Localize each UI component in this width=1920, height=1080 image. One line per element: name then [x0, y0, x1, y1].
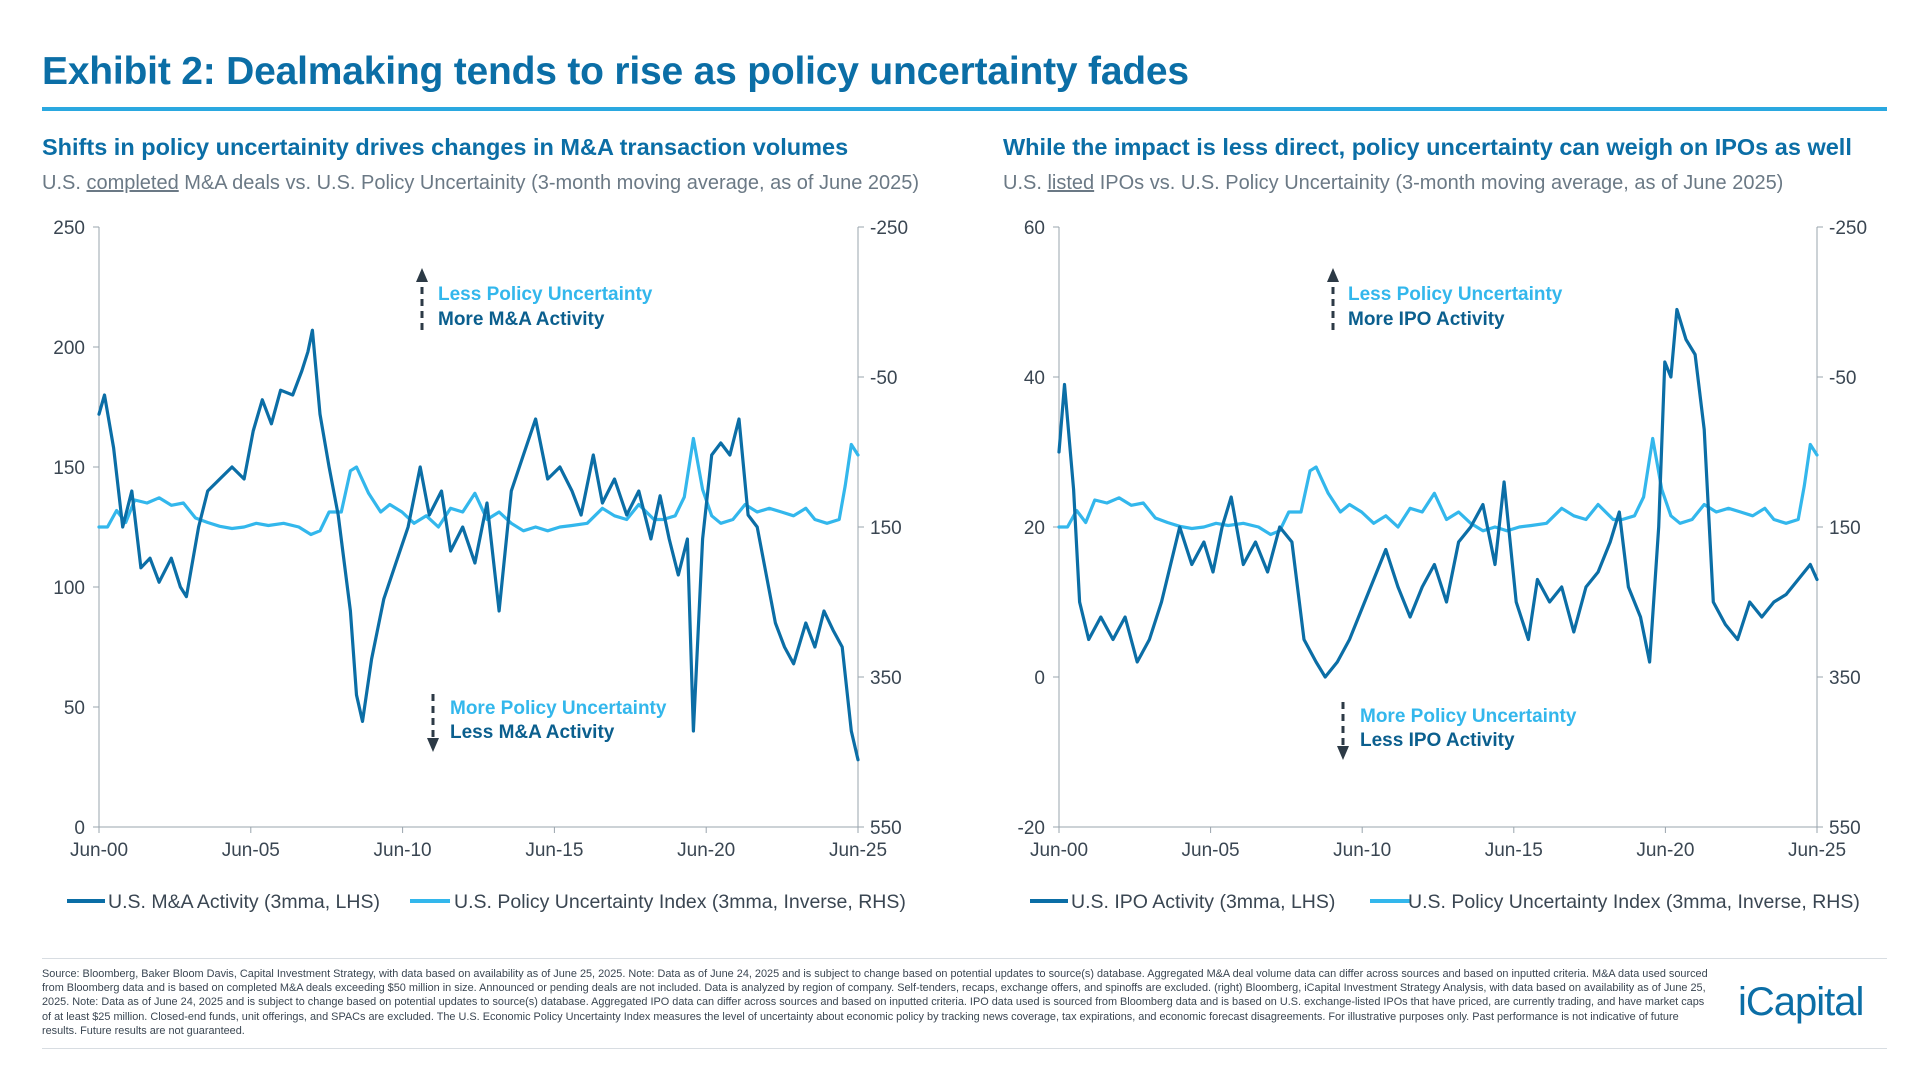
left-ytick-left-label: 150: [53, 458, 85, 479]
right-activity-line: [1057, 307, 1819, 679]
footer-rule-top: [42, 958, 1887, 959]
left-ytick-left-label: 200: [53, 338, 85, 359]
left-ytick-right-label: 350: [870, 668, 902, 689]
right-xtick-label: Jun-20: [1636, 840, 1694, 861]
right-xtick-label: Jun-25: [1788, 840, 1846, 861]
right-annotation-top-line2: More IPO Activity: [1348, 309, 1505, 330]
left-ytick-left-label: 100: [53, 578, 85, 599]
right-panel-subtitle: U.S. listed IPOs vs. U.S. Policy Uncerta…: [1003, 172, 1784, 194]
left-uncertainty-line: [97, 436, 860, 537]
footer-rule-bottom: [42, 1048, 1887, 1049]
right-uncertainty-line: [1057, 436, 1819, 537]
page-title: Exhibit 2: Dealmaking tends to rise as p…: [42, 50, 1189, 93]
left-xtick-label: Jun-25: [829, 840, 887, 861]
source-note: Source: Bloomberg, Baker Bloom Davis, Ca…: [42, 968, 1708, 1037]
right-ytick-right-label: -250: [1829, 218, 1867, 239]
right-annotation-down-arrow-icon: [1337, 746, 1349, 760]
right-ytick-right-label: 350: [1829, 668, 1861, 689]
left-annotation-bottom-line2: Less M&A Activity: [450, 722, 615, 743]
right-ytick-left-label: 20: [1024, 518, 1045, 539]
right-legend-uncertainty-label: U.S. Policy Uncertainty Index (3mma, Inv…: [1408, 891, 1860, 913]
left-xtick-label: Jun-20: [677, 840, 735, 861]
right-xtick-label: Jun-15: [1485, 840, 1543, 861]
right-xtick-label: Jun-10: [1333, 840, 1391, 861]
left-ytick-right-label: -250: [870, 218, 908, 239]
right-annotation-bottom-line1: More Policy Uncertainty: [1360, 706, 1577, 727]
right-panel-title: While the impact is less direct, policy …: [1003, 134, 1852, 160]
right-legend-activity-label: U.S. IPO Activity (3mma, LHS): [1071, 891, 1335, 913]
right-annotation-bottom-line2: Less IPO Activity: [1360, 730, 1515, 751]
right-annotation-top-line1: Less Policy Uncertainty: [1348, 284, 1563, 305]
left-annotation-top-line1: Less Policy Uncertainty: [438, 284, 653, 305]
right-ytick-left-label: 60: [1024, 218, 1045, 239]
left-activity-line: [97, 328, 860, 762]
left-annotation-up-arrow-icon: [416, 268, 428, 282]
left-ytick-right-label: 150: [870, 518, 902, 539]
right-annotation-up-arrow-icon: [1327, 268, 1339, 282]
right-ytick-left-label: 40: [1024, 368, 1045, 389]
left-ytick-left-label: 0: [74, 818, 85, 839]
right-xtick-label: Jun-00: [1030, 840, 1088, 861]
left-ytick-right-label: 550: [870, 818, 902, 839]
title-rule: [42, 107, 1887, 111]
left-xtick-label: Jun-10: [374, 840, 432, 861]
left-panel-title: Shifts in policy uncertainity drives cha…: [42, 134, 849, 160]
left-annotation-bottom-line1: More Policy Uncertainty: [450, 698, 667, 719]
right-ytick-right-label: -50: [1829, 368, 1856, 389]
right-ytick-right-label: 550: [1829, 818, 1861, 839]
left-legend-uncertainty-label: U.S. Policy Uncertainty Index (3mma, Inv…: [454, 891, 906, 913]
left-legend-activity-label: U.S. M&A Activity (3mma, LHS): [108, 891, 380, 913]
left-panel-subtitle: U.S. completed M&A deals vs. U.S. Policy…: [42, 172, 920, 194]
right-xtick-label: Jun-05: [1182, 840, 1240, 861]
left-xtick-label: Jun-15: [525, 840, 583, 861]
left-xtick-label: Jun-00: [70, 840, 128, 861]
left-annotation-down-arrow-icon: [427, 738, 439, 752]
left-xtick-label: Jun-05: [222, 840, 280, 861]
right-ytick-left-label: -20: [1018, 818, 1045, 839]
right-ytick-right-label: 150: [1829, 518, 1861, 539]
icapital-logo: iCapital: [1738, 980, 1864, 1024]
left-ytick-left-label: 50: [64, 698, 85, 719]
left-ytick-right-label: -50: [870, 368, 897, 389]
left-ytick-left-label: 250: [53, 218, 85, 239]
right-ytick-left-label: 0: [1034, 668, 1045, 689]
left-annotation-top-line2: More M&A Activity: [438, 309, 605, 330]
